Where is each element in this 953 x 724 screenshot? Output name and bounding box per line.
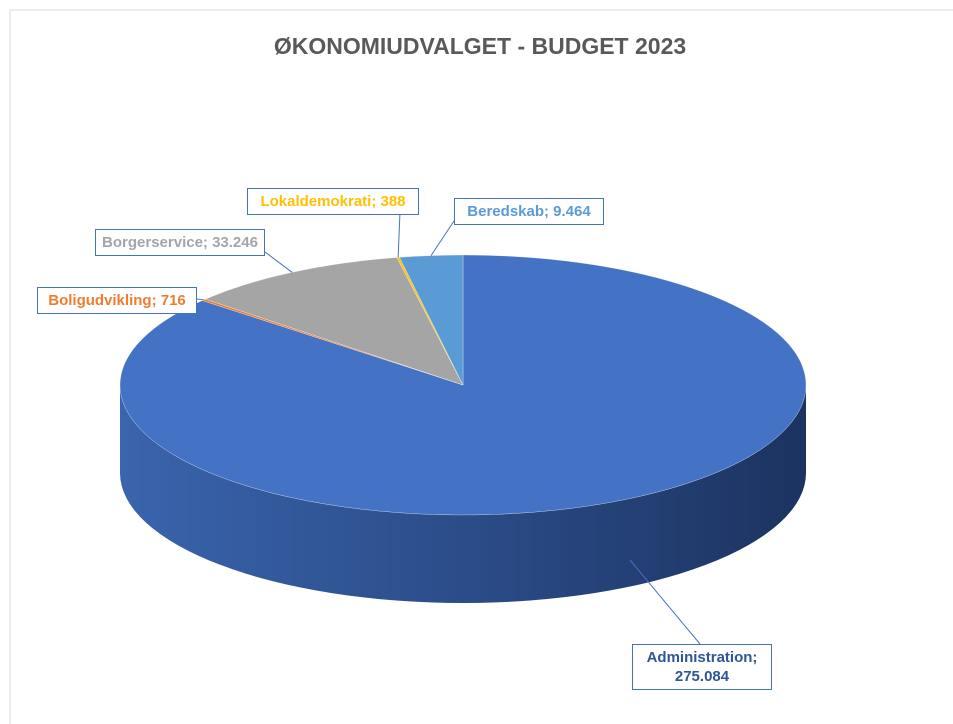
data-label: Boligudvikling; 716 xyxy=(37,287,197,314)
pie-slice xyxy=(205,257,464,386)
leader-line xyxy=(397,211,401,258)
leader-line xyxy=(430,220,455,256)
pie-side xyxy=(120,385,806,603)
frame xyxy=(9,9,953,724)
data-label: Administration; 275.084 xyxy=(632,644,772,690)
leader-line xyxy=(264,251,293,273)
leader-line xyxy=(196,298,204,301)
pie-slice xyxy=(399,254,464,386)
data-label: Lokaldemokrati; 388 xyxy=(247,188,419,215)
chart-title: ØKONOMIUDVALGET - BUDGET 2023 xyxy=(274,33,686,59)
data-label: Borgerservice; 33.246 xyxy=(95,229,265,256)
leader-line xyxy=(629,559,701,645)
data-label: Beredskab; 9.464 xyxy=(454,198,604,225)
